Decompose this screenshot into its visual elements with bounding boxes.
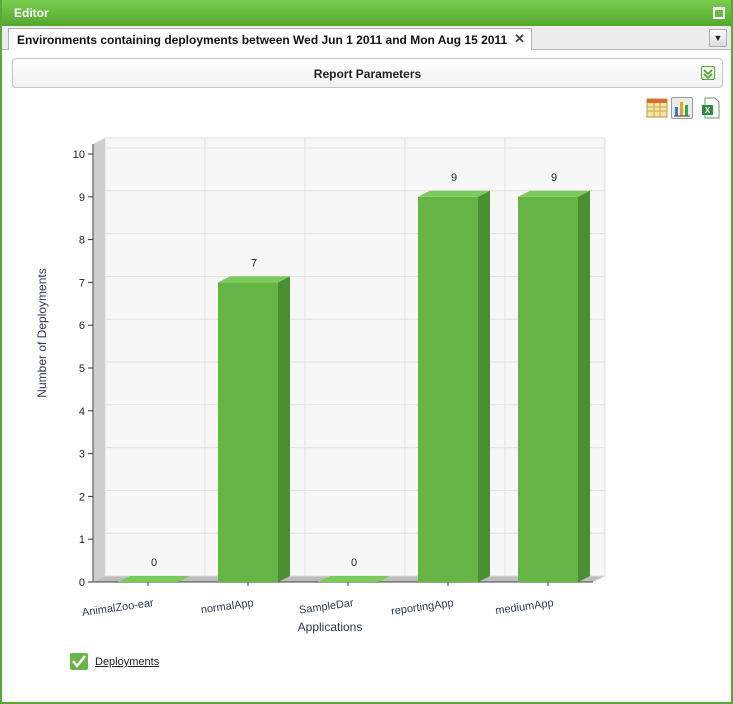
x-tick-label: normalApp <box>200 597 254 616</box>
chart-view-icon[interactable] <box>671 97 693 119</box>
bar-side <box>478 190 490 583</box>
report-parameters-label: Report Parameters <box>313 67 422 81</box>
y-axis-title: Number of Deployments <box>35 268 49 397</box>
x-tick-label: mediumApp <box>495 597 555 617</box>
y-tick-label: 2 <box>79 491 85 503</box>
legend-label-deployments[interactable]: Deployments <box>95 656 160 668</box>
data-label: 0 <box>351 557 357 569</box>
x-tick-label: SampleDar <box>298 597 354 617</box>
tab-report[interactable]: Environments containing deployments betw… <box>8 28 532 50</box>
bar-chart: 0 1 2 3 4 5 6 7 8 9 10 0 AnimalZoo-ear 7 normalApp 0 Sam… <box>35 137 606 634</box>
bar-top <box>418 190 490 197</box>
bar-side <box>278 276 290 582</box>
tab-menu-button[interactable]: ▼ <box>709 29 727 47</box>
tab-bar: Environments containing deployments betw… <box>2 26 731 50</box>
data-label: 9 <box>551 172 557 184</box>
data-label: 0 <box>151 557 157 569</box>
y-tick-label: 1 <box>79 534 85 546</box>
bar-side <box>578 190 590 583</box>
checkmark-icon[interactable] <box>70 653 88 670</box>
tab-label: Environments containing deployments betw… <box>17 33 508 47</box>
title-bar: Editor <box>2 0 731 26</box>
bar-top <box>518 190 590 197</box>
y-tick-label: 10 <box>73 149 85 161</box>
y-tick-label: 7 <box>79 277 85 289</box>
maximize-icon[interactable] <box>713 7 725 19</box>
x-axis-title: Applications <box>298 620 363 634</box>
data-label: 7 <box>251 257 257 269</box>
bar-top <box>318 576 390 582</box>
y-tick-label: 0 <box>79 577 85 589</box>
table-view-icon[interactable] <box>646 97 668 119</box>
y-tick-label: 9 <box>79 192 85 204</box>
window-title: Editor <box>14 6 49 20</box>
y-tick-label: 4 <box>79 406 85 418</box>
bar-top <box>218 276 290 283</box>
bar <box>418 196 478 583</box>
x-tick-label: reportingApp <box>390 597 454 618</box>
svg-text:X: X <box>705 106 711 115</box>
expand-down-icon[interactable] <box>701 66 715 80</box>
excel-export-icon[interactable]: X <box>700 97 722 119</box>
bar-top <box>118 576 190 582</box>
y-tick-label: 3 <box>79 449 85 461</box>
close-icon[interactable]: ✕ <box>514 31 525 46</box>
y-tick-label: 8 <box>79 235 85 247</box>
bar <box>518 196 578 583</box>
x-tick-label: AnimalZoo-ear <box>81 597 154 619</box>
report-parameters-panel[interactable]: Report Parameters <box>12 58 723 88</box>
bar <box>218 282 278 582</box>
data-label: 9 <box>451 172 457 184</box>
left-wall <box>93 138 105 582</box>
y-tick-label: 5 <box>79 363 85 375</box>
y-tick-label: 6 <box>79 320 85 332</box>
